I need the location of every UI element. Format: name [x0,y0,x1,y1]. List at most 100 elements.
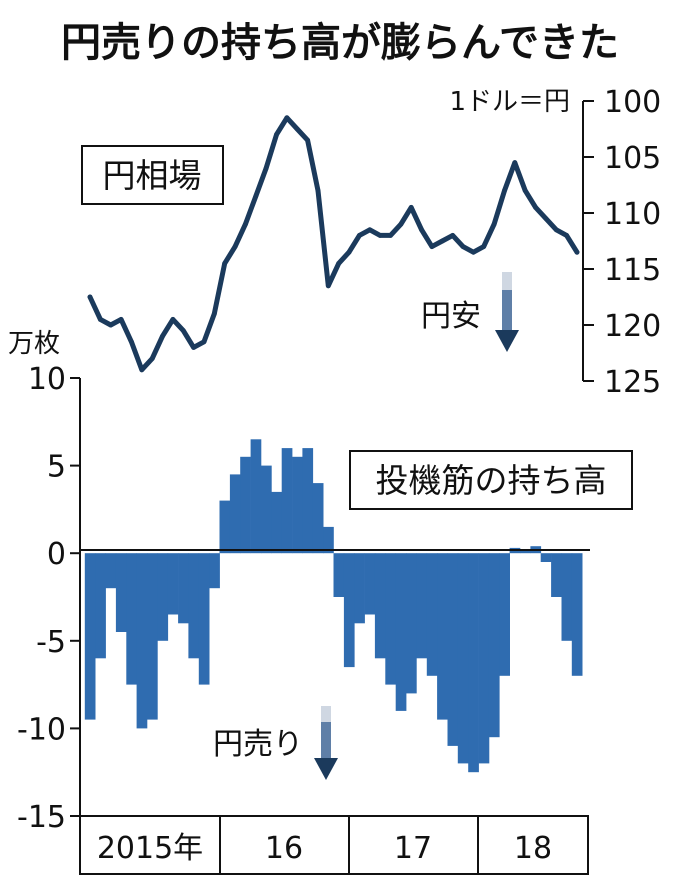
rate-point [419,227,424,233]
rate-point [170,317,176,322]
positions-label-box [349,450,633,510]
rate-point [325,283,331,289]
rate-point [367,227,373,233]
rate-tick-label: 105 [604,141,661,176]
positions-tick-label: 0 [47,537,66,572]
rate-point [149,356,155,361]
position-bar [271,491,282,554]
rate-label-box [81,145,224,205]
rate-point [346,249,352,255]
position-bar [323,526,334,554]
position-bar [374,553,386,659]
yen-weak-annotation: 円安 [421,299,481,334]
positions-chart: 万枚 10 5 0 -5 -10 -15 投機筋の持ち高 円売り [8,329,633,835]
position-bar [561,553,573,641]
position-bar [571,553,583,676]
rate-unit-label: 1ドル＝円 [449,87,570,117]
rate-point [97,317,103,322]
rate-point [460,244,466,250]
position-bar [312,483,324,554]
rate-point [274,132,279,138]
rate-series-label: 円相場 [103,156,202,195]
positions-series-label: 投機筋の持ち高 [376,461,607,500]
rate-point [129,339,134,345]
positions-tick-label: -10 [17,712,66,747]
position-bar [281,448,293,554]
rate-point [284,115,290,121]
rate-point [211,311,217,317]
position-bar [395,553,407,711]
rate-point [439,238,445,244]
rate-point [315,188,321,194]
position-bar [105,553,117,589]
rate-point [180,328,186,333]
position-bar [540,553,552,562]
rate-point [191,345,197,350]
positions-bars [84,439,583,773]
rate-point [108,322,114,328]
rate-point [222,261,228,266]
position-bar [136,553,148,729]
rate-point [263,165,269,171]
rate-tick-label: 120 [604,309,661,344]
position-bar [178,553,189,624]
rate-point [429,244,435,250]
x-tick-label: 16 [265,831,303,866]
rate-point [512,160,518,166]
rate-tick-label: 125 [604,365,661,400]
yen-selling-arrow [314,706,338,780]
position-bar [229,474,241,554]
rate-tick-label: 100 [604,85,661,120]
positions-tick-label: 10 [28,362,66,397]
rate-point [294,126,300,132]
position-bar [499,553,510,676]
x-tick-label: 2015年 [97,831,203,866]
position-bar [302,448,314,554]
position-bar [488,553,500,738]
position-bar [364,553,376,615]
x-tick-label: 18 [514,831,552,866]
rate-point [450,233,456,238]
rate-point [139,367,145,373]
rate-point [388,233,393,238]
rate-point [253,193,259,199]
position-bar [354,553,365,624]
position-bar [84,553,96,720]
rate-point [491,221,497,227]
position-bar [198,553,210,685]
position-bar [240,456,251,554]
rate-point [481,244,487,250]
rate-point [377,233,383,238]
position-bar [167,553,179,615]
rate-point [533,205,538,210]
rate-point [408,205,414,210]
position-bar [333,553,345,597]
position-bar [219,500,231,554]
position-bar [115,553,127,632]
rate-point [201,339,207,345]
position-bar [188,553,200,659]
rate-point [160,333,165,339]
positions-ticks: 10 5 0 -5 -10 -15 [17,362,80,835]
rate-point [336,261,342,266]
x-tick-label: 17 [394,831,432,866]
position-bar [520,549,531,554]
position-bar [406,553,417,694]
yen-rate-chart: 100 105 110 115 120 125 1ドル＝円 円相場 円安 [81,85,661,400]
rate-point [502,188,507,194]
position-bar [126,553,137,685]
position-bar [478,553,490,764]
positions-tick-label: -15 [17,800,66,835]
rate-points [87,115,580,373]
rate-point [398,221,404,227]
rate-series-line [87,115,580,373]
rate-ticks: 100 105 110 115 120 125 [583,85,661,400]
position-bar [468,553,479,773]
position-bar [416,553,428,659]
position-bar [261,465,272,554]
rate-tick-label: 115 [604,253,661,288]
rate-point [87,294,93,300]
position-bar [95,553,106,659]
rate-tick-label: 110 [604,197,661,232]
